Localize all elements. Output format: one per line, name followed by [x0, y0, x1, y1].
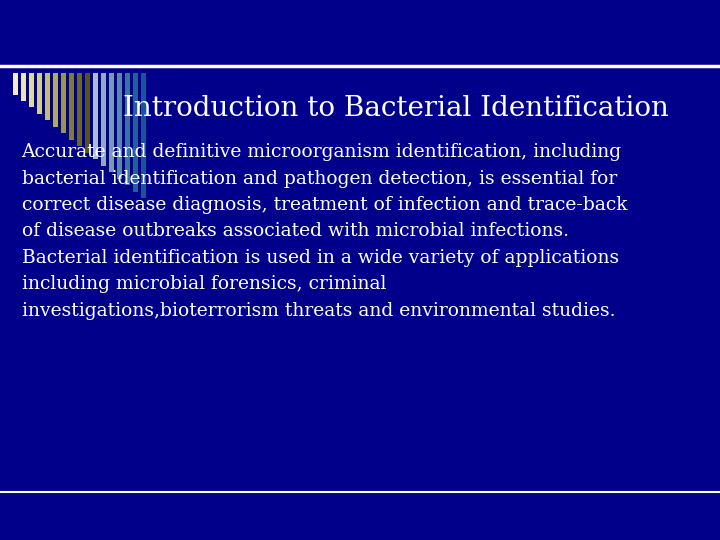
Bar [21, 73, 27, 101]
Text: Introduction to Bacterial Identification: Introduction to Bacterial Identification [123, 94, 669, 122]
Text: Accurate and definitive microorganism identification, including
bacterial identi: Accurate and definitive microorganism id… [22, 143, 627, 320]
Bar [53, 73, 58, 127]
Bar [93, 73, 99, 159]
Bar [101, 73, 107, 166]
Bar [125, 73, 130, 185]
Bar [69, 73, 74, 140]
Bar [141, 73, 146, 198]
Bar [117, 73, 122, 179]
Bar [133, 73, 138, 192]
Bar [109, 73, 114, 172]
Bar [13, 73, 19, 94]
Bar [45, 73, 50, 120]
Bar [77, 73, 83, 146]
Bar [37, 73, 42, 114]
Bar [85, 73, 91, 153]
Bar [29, 73, 35, 107]
Bar [61, 73, 66, 133]
